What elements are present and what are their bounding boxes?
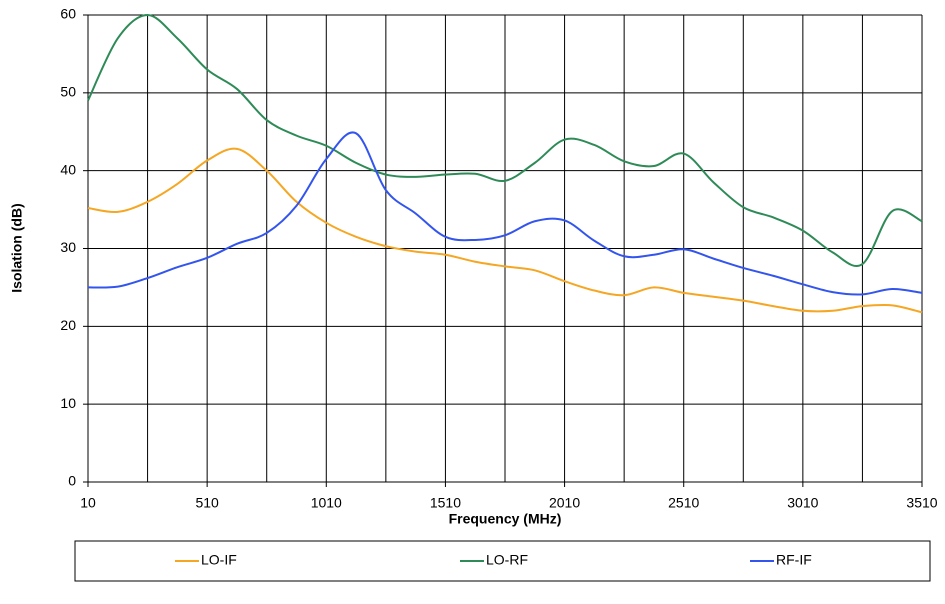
x-tick-label: 510 — [195, 495, 219, 511]
y-tick-label: 60 — [60, 6, 76, 22]
series-line — [87, 131, 923, 296]
y-tick-label: 30 — [60, 239, 76, 255]
legend-label: LO-RF — [486, 552, 528, 568]
legend-label: RF-IF — [776, 552, 812, 568]
x-tick-label: 1010 — [311, 495, 342, 511]
series-line — [87, 13, 923, 267]
x-tick-label: 2010 — [549, 495, 580, 511]
x-tick-label: 3510 — [906, 495, 937, 511]
series-line — [87, 147, 923, 314]
x-axis-label: Frequency (MHz) — [449, 511, 562, 527]
y-tick-label: 20 — [60, 317, 76, 333]
y-axis-label: Isolation (dB) — [9, 203, 25, 292]
y-tick-label: 10 — [60, 395, 76, 411]
legend-label: LO-IF — [201, 552, 237, 568]
legend-box — [74, 540, 931, 582]
x-tick-label: 3010 — [787, 495, 818, 511]
y-tick-label: 40 — [60, 161, 76, 177]
x-tick-label: 10 — [80, 495, 96, 511]
x-tick-label: 1510 — [430, 495, 461, 511]
x-tick-label: 2510 — [668, 495, 699, 511]
y-tick-label: 0 — [68, 473, 76, 489]
y-tick-label: 50 — [60, 84, 76, 100]
